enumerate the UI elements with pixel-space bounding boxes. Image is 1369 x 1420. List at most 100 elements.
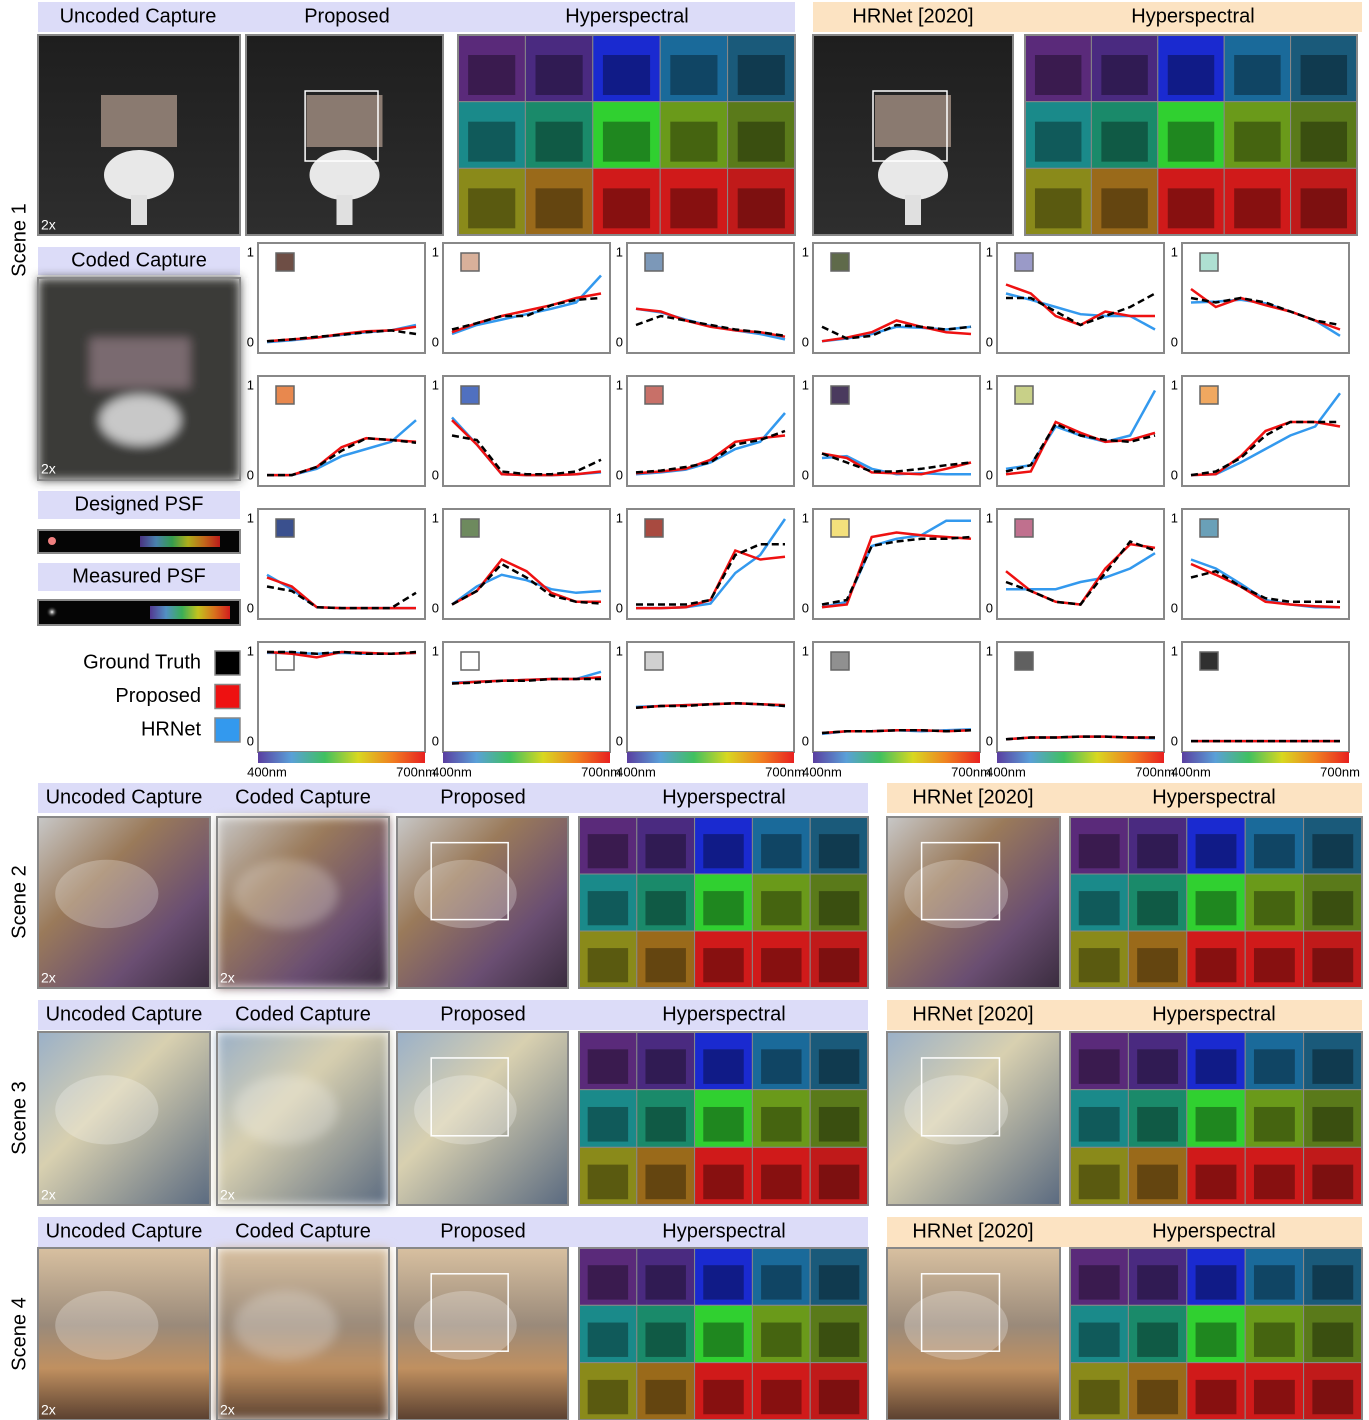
wavelength-bar — [1182, 752, 1349, 763]
spectral-tile-shade — [468, 188, 515, 228]
spectral-tile-shade — [1254, 834, 1295, 868]
spectral-tile-shade — [761, 1049, 801, 1084]
scene-label: Scene 3 — [8, 1081, 30, 1154]
spectral-tile-shade — [670, 55, 717, 95]
spectral-tile-shade — [1254, 1380, 1295, 1414]
psf-dot — [48, 537, 56, 545]
y-tick-label: 1 — [986, 510, 993, 525]
spectral-tile-shade — [1137, 1107, 1178, 1142]
material-swatch — [1015, 519, 1033, 537]
material-swatch — [1200, 253, 1218, 271]
photo — [217, 1032, 389, 1205]
figure: Uncoded Capture Proposed Hyperspectral HRNe… — [0, 0, 1369, 1420]
vase-stem — [905, 195, 921, 225]
scene-shape — [414, 1075, 517, 1144]
spectral-tile-shade — [1137, 1380, 1178, 1414]
scene-shape — [904, 860, 1008, 928]
spectral-tile-shade — [703, 1107, 743, 1142]
spectral-tile-shade — [1101, 55, 1147, 95]
x-tick-label: 700nm — [1135, 764, 1175, 779]
zoom-label: 2x — [41, 1187, 56, 1203]
spectral-tile-shade — [1079, 1323, 1120, 1357]
spectral-tile-shade — [819, 948, 859, 982]
legend-label: HRNet — [141, 718, 201, 740]
spectral-tile-shade — [1234, 122, 1280, 162]
page: Uncoded Capture Proposed Hyperspectral HRNe… — [0, 0, 1369, 1420]
scene-label: Scene 2 — [8, 865, 30, 938]
material-swatch — [461, 253, 479, 271]
spectral-tile-shade — [1035, 188, 1081, 228]
vase — [878, 150, 948, 200]
y-tick-label: 0 — [1171, 334, 1178, 349]
scene-shape — [234, 1291, 337, 1360]
y-tick-label: 1 — [247, 377, 254, 392]
y-tick-label: 0 — [432, 334, 439, 349]
y-tick-label: 1 — [802, 244, 809, 259]
photo — [38, 35, 240, 235]
spectral-tile-shade — [588, 1049, 628, 1084]
column-header: Uncoded Capture — [46, 1003, 203, 1025]
spectral-tile-shade — [703, 1323, 743, 1357]
spectral-tile-shade — [1137, 1265, 1178, 1299]
zoom-label: 2x — [41, 970, 56, 986]
spectral-tile-shade — [1079, 834, 1120, 868]
y-tick-label: 1 — [1171, 377, 1178, 392]
photo — [38, 1248, 210, 1420]
psf-dot — [46, 606, 58, 618]
spectral-tile-shade — [1196, 1049, 1237, 1084]
spectral-tile-shade — [468, 122, 515, 162]
material-swatch — [831, 386, 849, 404]
spectral-tile-shade — [1196, 1107, 1237, 1142]
wavelength-bar — [997, 752, 1164, 763]
material-swatch — [276, 519, 294, 537]
y-tick-label: 1 — [1171, 510, 1178, 525]
spectral-tile-shade — [1079, 1380, 1120, 1414]
spectral-tile-shade — [1168, 188, 1214, 228]
column-header: Coded Capture — [235, 1220, 371, 1242]
color-chart — [307, 95, 383, 147]
spectral-tile-shade — [761, 1107, 801, 1142]
column-header: Hyperspectral — [1152, 786, 1275, 808]
spectral-tile-shade — [1301, 55, 1347, 95]
column-header: Hyperspectral — [662, 1220, 785, 1242]
spectral-tile-shade — [645, 1049, 685, 1084]
spectral-tile-shade — [670, 188, 717, 228]
column-header: Hyperspectral — [565, 5, 688, 27]
spectral-tile-shade — [645, 891, 685, 925]
column-header: HRNet [2020] — [912, 1003, 1033, 1025]
spectral-tile-shade — [819, 1165, 859, 1200]
spectral-tile-shade — [1168, 55, 1214, 95]
material-swatch — [831, 519, 849, 537]
spectral-tile-shade — [1168, 122, 1214, 162]
y-tick-label: 1 — [802, 643, 809, 658]
y-tick-label: 0 — [247, 467, 254, 482]
material-swatch — [1015, 652, 1033, 670]
spectral-tile-shade — [1312, 1265, 1353, 1299]
x-tick-label: 400nm — [986, 764, 1026, 779]
spectral-tile-shade — [536, 188, 583, 228]
spectral-tile-shade — [761, 891, 801, 925]
panel-label: Measured PSF — [72, 565, 205, 587]
wavelength-bar — [258, 752, 425, 763]
spectral-tile-shade — [588, 1265, 628, 1299]
column-header: Proposed — [440, 786, 526, 808]
spectral-tile-shade — [1234, 188, 1280, 228]
spectral-tile-shade — [645, 1107, 685, 1142]
scene-shape — [234, 1075, 337, 1144]
spectral-tile-shade — [645, 1265, 685, 1299]
spectral-tile-shade — [603, 122, 650, 162]
y-tick-label: 0 — [1171, 733, 1178, 748]
spectral-tile-shade — [588, 1165, 628, 1200]
column-header: Coded Capture — [235, 786, 371, 808]
column-header: Hyperspectral — [1152, 1220, 1275, 1242]
x-tick-label: 700nm — [1320, 764, 1360, 779]
column-header: HRNet [2020] — [912, 1220, 1033, 1242]
color-chart — [875, 95, 951, 147]
y-tick-label: 1 — [986, 377, 993, 392]
spectral-tile-shade — [1254, 948, 1295, 982]
spectral-tile-shade — [1137, 1165, 1178, 1200]
zoom-label: 2x — [220, 1402, 235, 1418]
spectral-tile-shade — [819, 1380, 859, 1414]
spectral-tile-shade — [1101, 122, 1147, 162]
spectral-tile-shade — [1079, 1107, 1120, 1142]
